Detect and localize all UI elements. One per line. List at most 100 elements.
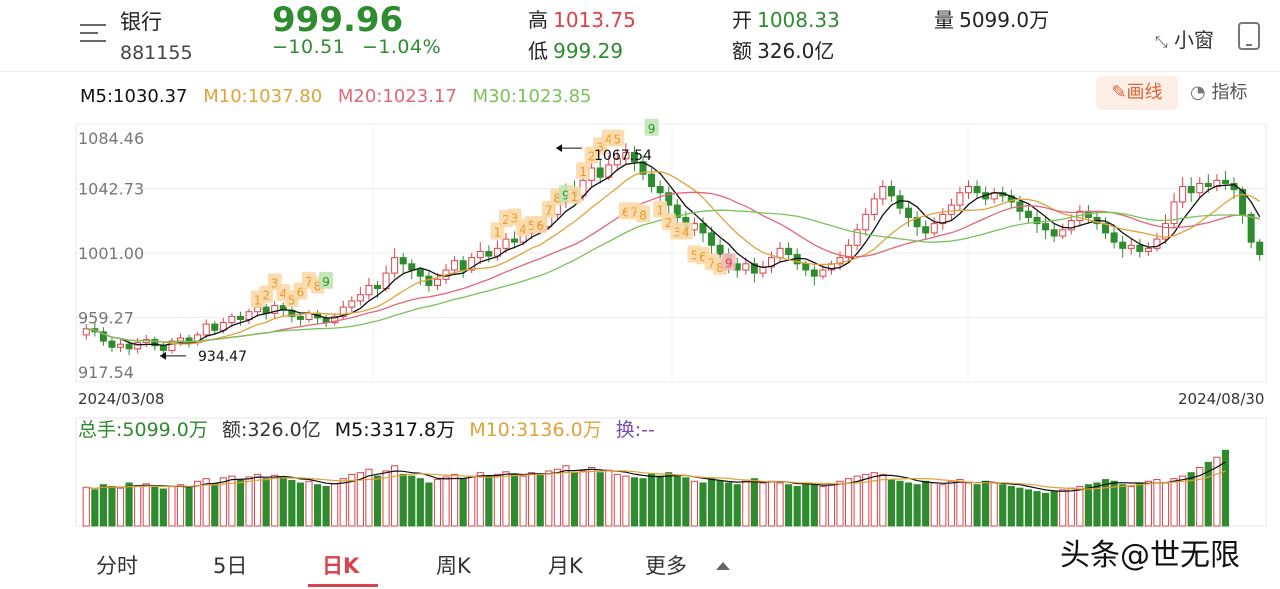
down-candle — [656, 186, 664, 194]
volume-bar-up — [82, 486, 90, 527]
indicator-button[interactable]: ◔ 指标 — [1190, 78, 1247, 104]
down-candle — [408, 263, 416, 271]
nine-turn-number: 6 — [622, 205, 630, 219]
volume-bar-up — [845, 478, 853, 527]
nine-turn-badge — [721, 253, 736, 271]
volume-bar-down — [510, 473, 519, 527]
phone-icon[interactable] — [1238, 22, 1260, 50]
volume-quote: 量 5099.0万 — [934, 4, 1049, 33]
indicator-icon: ◔ — [1190, 82, 1206, 103]
volume-bar-down — [1136, 482, 1144, 527]
draw-line-button[interactable]: ✎画线 — [1096, 76, 1178, 110]
current-price: 999.96 — [272, 0, 404, 40]
down-candle — [1102, 223, 1110, 234]
low-arrow-head — [160, 351, 166, 360]
up-candle — [853, 229, 861, 246]
menu-icon[interactable] — [80, 22, 106, 44]
volume-bar-up — [1196, 467, 1204, 527]
watermark: 头条@世无限 — [1060, 538, 1240, 573]
volume-bar-down — [648, 473, 656, 527]
mini-window-button[interactable]: ⤡ 小窗 — [1155, 24, 1214, 53]
high-value: 1013.75 — [553, 8, 636, 32]
up-candle — [613, 158, 621, 166]
volume-bar-up — [476, 472, 484, 527]
down-candle — [262, 306, 270, 314]
volume-bar-down — [125, 482, 133, 527]
volume-bar-down — [904, 482, 913, 527]
amount-quote: 额 326.0亿 — [732, 35, 834, 64]
tab-monthly-k[interactable]: 月K — [548, 554, 583, 578]
tab-intraday[interactable]: 分时 — [96, 554, 138, 578]
tab-daily-k[interactable]: 日K — [322, 554, 360, 578]
nine-turn-number: 8 — [716, 261, 724, 275]
volume-bar-up — [502, 471, 510, 527]
down-candle — [1204, 182, 1212, 188]
volume-bar-down — [262, 478, 270, 527]
volume-bar-up — [767, 480, 776, 527]
volume-bar-down — [733, 484, 741, 527]
volume-bar-down — [1084, 484, 1092, 527]
nine-turn-number: 7 — [708, 256, 716, 270]
volume-bar-up — [493, 473, 501, 527]
ma20-value: M20:1023.17 — [337, 86, 457, 107]
nine-turn-number: 2 — [665, 216, 673, 230]
down-candle — [1239, 189, 1247, 215]
volume-bar-down — [1016, 487, 1024, 527]
amount-label: 额 — [732, 39, 752, 63]
nine-turn-number: 3 — [596, 140, 604, 154]
volume-bar-up — [990, 482, 998, 527]
tab-weekly-k[interactable]: 周K — [436, 554, 471, 578]
volume-bar-up — [622, 475, 630, 527]
header-divider — [0, 71, 1280, 72]
ma5-line — [86, 161, 1261, 347]
volume-bar-up — [519, 475, 527, 527]
down-candle — [1221, 179, 1229, 184]
volume-label: 量 — [934, 8, 954, 32]
high-label: 高 — [528, 8, 548, 32]
volume-bar-up — [853, 475, 861, 527]
volume-bar-up — [947, 480, 955, 527]
nine-turn-number: 3 — [271, 276, 279, 290]
volume-bar-down — [810, 484, 818, 527]
tab-5day[interactable]: 5日 — [213, 554, 248, 578]
open-quote: 开 1008.33 — [732, 4, 840, 33]
start-date: 2024/03/08 — [78, 390, 165, 408]
volume-bar-down — [656, 475, 664, 527]
nine-turn-badge — [319, 271, 334, 289]
up-candle — [134, 342, 142, 350]
up-candle — [836, 257, 844, 265]
down-candle — [1247, 213, 1255, 243]
volume-bar-down — [922, 480, 930, 527]
down-candle — [425, 275, 433, 286]
volume-bar-down — [982, 480, 990, 527]
down-candle — [374, 284, 381, 290]
nine-turn-number: 2 — [588, 150, 596, 164]
volume-m5: M5:3317.8万 — [334, 419, 456, 441]
period-tabs: 分时 5日 日K 周K 月K 更多 — [0, 540, 780, 589]
volume-bar-down — [1033, 491, 1041, 527]
up-candle — [451, 260, 459, 271]
volume-bar-up — [1170, 478, 1178, 527]
tab-more[interactable]: 更多 — [645, 554, 687, 578]
nine-turn-number: 9 — [648, 122, 656, 136]
up-candle — [1196, 182, 1204, 194]
volume-bar-up — [194, 480, 202, 527]
up-candle — [331, 315, 339, 324]
volume-bar-up — [202, 478, 210, 527]
down-candle — [185, 337, 193, 344]
volume-bar-down — [159, 488, 167, 527]
down-candle — [973, 186, 981, 194]
volume-bar-down — [151, 486, 159, 527]
volume-bar-up — [879, 473, 887, 527]
down-candle — [1119, 241, 1127, 249]
nine-turn-number: 7 — [545, 204, 553, 218]
down-candle — [905, 207, 913, 218]
nine-turn-badge — [678, 222, 693, 240]
volume-bar-down — [425, 482, 433, 527]
volume-bar-up — [116, 487, 125, 527]
expand-up-icon[interactable] — [716, 562, 730, 570]
volume-bar-up — [348, 473, 356, 527]
volume-bar-down — [887, 479, 895, 527]
volume-bar-up — [254, 473, 262, 527]
